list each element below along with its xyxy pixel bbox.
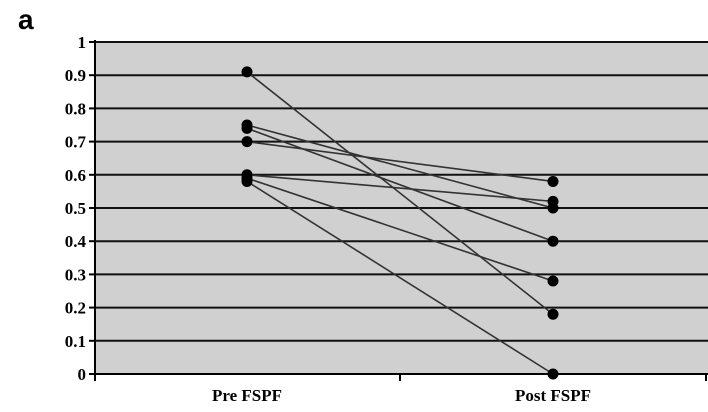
data-point (547, 195, 559, 207)
y-tick-label: 0.1 (65, 332, 86, 351)
y-tick-label: 0 (78, 365, 87, 384)
y-tick-label: 0.7 (65, 133, 87, 152)
series-line (246, 180, 554, 375)
y-tick-label: 0.3 (65, 265, 86, 284)
series-line (246, 71, 554, 315)
y-tick-label: 0.6 (65, 166, 86, 185)
data-point (547, 275, 559, 287)
series-line (246, 127, 554, 242)
y-tick-label: 0.2 (65, 299, 86, 318)
data-point (547, 235, 559, 247)
data-point (241, 122, 253, 134)
y-tick-label: 0.5 (65, 199, 86, 218)
y-tick-label: 0.9 (65, 66, 86, 85)
series-line (246, 174, 554, 203)
series-line (246, 124, 554, 209)
panel-label: a (18, 4, 34, 35)
y-tick-label: 0.4 (65, 232, 87, 251)
x-tick-label: Post FSPF (515, 386, 591, 405)
series-line (246, 177, 554, 282)
series-line (246, 140, 554, 183)
data-point (241, 136, 253, 148)
x-tick-label: Pre FSPF (212, 386, 282, 405)
y-tick-label: 1 (78, 33, 87, 52)
data-point (547, 308, 559, 320)
data-point (547, 175, 559, 187)
y-tick-label: 0.8 (65, 99, 86, 118)
data-point (241, 175, 253, 187)
data-point (241, 66, 253, 78)
data-point (547, 368, 559, 380)
